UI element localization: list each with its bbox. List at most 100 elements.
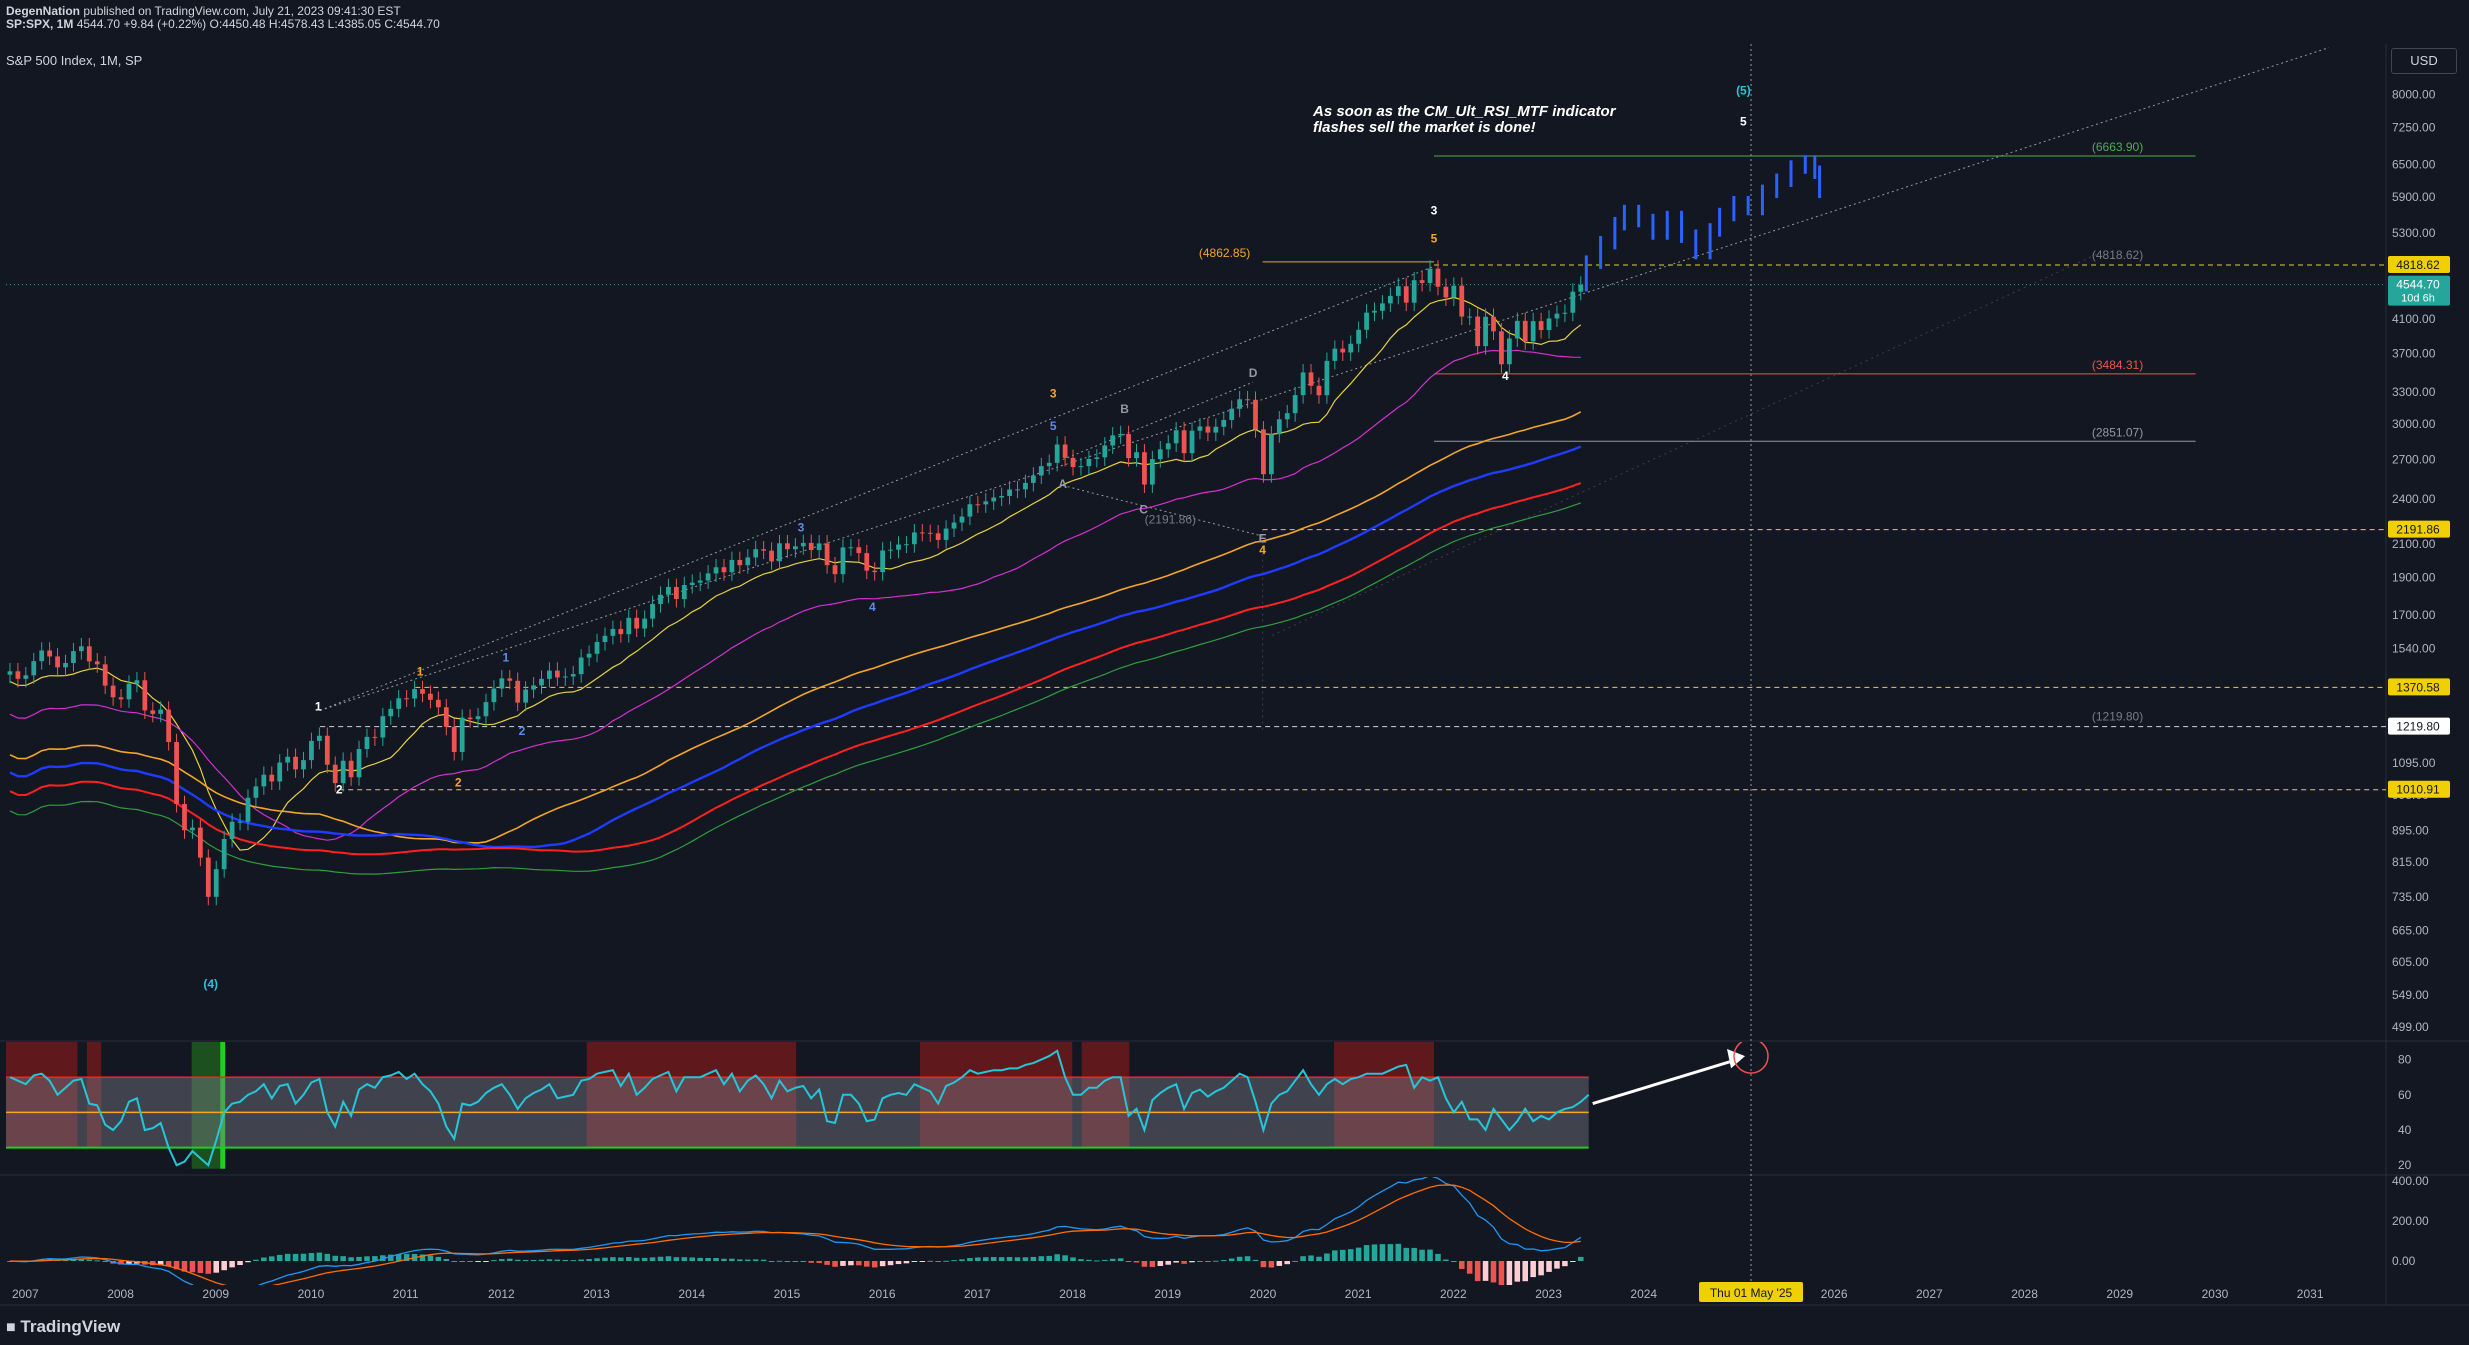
publish-info: published on TradingView.com, July 21, 2… [83, 4, 401, 18]
macd-histogram-bar [1070, 1257, 1076, 1261]
price-tag: 1370.58 [2388, 678, 2450, 696]
macd-histogram-bar [276, 1254, 283, 1261]
candle-body [86, 646, 92, 662]
wave-label: 2 [519, 724, 526, 738]
macd-histogram-bar [903, 1261, 910, 1264]
candle-body [761, 549, 767, 551]
time-tick-label: 2023 [1535, 1287, 1562, 1301]
candle-body [1427, 268, 1433, 283]
time-tick-label: 2024 [1630, 1287, 1657, 1301]
currency-button[interactable]: USD [2391, 48, 2457, 74]
macd-histogram-bar [681, 1257, 688, 1261]
candle-body [134, 680, 140, 684]
macd-histogram-bar [1292, 1260, 1298, 1262]
level-label: (4862.85) [1199, 246, 1250, 260]
time-tick-label: 2022 [1440, 1287, 1467, 1301]
macd-histogram-bar [173, 1261, 180, 1270]
time-tick-label: 2008 [107, 1287, 134, 1301]
candle-body [158, 709, 164, 714]
candle-body [634, 617, 640, 629]
macd-histogram-bar [1236, 1256, 1243, 1261]
candle-body [697, 580, 703, 583]
lower-trendline [1271, 252, 2101, 636]
macd-line [9, 1177, 1582, 1285]
rsi-pane[interactable] [6, 1039, 1769, 1169]
macd-histogram-bar [1316, 1256, 1322, 1261]
macd-histogram-bar [1038, 1256, 1045, 1261]
macd-histogram-bar [1332, 1250, 1338, 1261]
price-tick-label: 895.00 [2392, 824, 2429, 838]
macd-histogram-bar [1252, 1259, 1259, 1261]
macd-histogram-bar [245, 1261, 251, 1263]
annotations: As soon as the CM_Ult_RSI_MTF indicatorf… [1312, 103, 1617, 136]
candle-body [515, 680, 521, 703]
macd-histogram-bar [641, 1257, 648, 1261]
candle-body [721, 567, 727, 573]
candle-body [380, 716, 386, 738]
wave-label: 2 [455, 776, 462, 790]
moving-average-line [9, 482, 1582, 856]
candle-body [1348, 343, 1354, 353]
brand-logo[interactable]: ■ TradingView [6, 1317, 120, 1337]
macd-histogram-bar [1244, 1256, 1251, 1261]
macd-histogram-bar [356, 1256, 362, 1261]
macd-histogram-bar [522, 1259, 529, 1261]
macd-histogram-bar [1284, 1261, 1291, 1265]
candle-body [301, 760, 306, 770]
candle-body [78, 646, 84, 652]
macd-histogram-bar [506, 1258, 513, 1261]
macd-histogram-bar [1165, 1261, 1172, 1265]
triangle-line [1062, 381, 1254, 461]
macd-histogram-bar [102, 1261, 108, 1262]
candle-body [1324, 360, 1330, 396]
macd-histogram-bar [927, 1260, 934, 1262]
main-pane[interactable]: (6663.90) (4818.62) (3484.31) (2851.07) (121… [6, 47, 2386, 992]
candle-body [1062, 444, 1068, 458]
overbought-zone [919, 1042, 1073, 1148]
macd-histogram-bar [1197, 1261, 1203, 1262]
candle-body [94, 661, 100, 665]
macd-histogram-bar [475, 1261, 481, 1262]
candle-body [396, 698, 402, 709]
candle-body [983, 501, 989, 505]
macd-histogram-bar [760, 1259, 767, 1261]
candle-body [737, 559, 743, 566]
candle-body [356, 749, 362, 778]
wave-label: 5 [1740, 114, 1747, 128]
candle-body [1276, 419, 1282, 435]
macd-histogram-bar [848, 1261, 854, 1266]
candle-body [285, 756, 291, 763]
wave-label: 3 [1050, 386, 1057, 400]
low-value: L:4385.05 [327, 17, 382, 31]
macd-histogram-bar [665, 1256, 672, 1261]
price-tick-label: 605.00 [2392, 955, 2429, 969]
candle-body [1570, 291, 1576, 313]
candle-body [539, 678, 544, 686]
high-value: H:4578.43 [268, 17, 325, 31]
candle-body [666, 587, 671, 595]
candle-body [1395, 286, 1401, 296]
price-tag: 2191.86 [2388, 520, 2450, 538]
price-axis[interactable]: 8800.008000.007250.006500.005900.005300.… [2388, 56, 2450, 1268]
macd-pane[interactable] [7, 1176, 1584, 1295]
price-tick-label: 2100.00 [2392, 537, 2436, 551]
candle-body [1142, 452, 1147, 485]
candle-body [205, 857, 211, 897]
candle-body [1316, 385, 1322, 396]
time-axis[interactable]: 2007 2008 2009 2010 2011 2012 2013 2014 2015 2016… [12, 1282, 2324, 1302]
chart-background [0, 44, 2469, 1306]
macd-histogram-bar [943, 1260, 949, 1262]
candle-body [221, 839, 227, 870]
candle-body [999, 495, 1005, 498]
macd-histogram-bar [657, 1256, 664, 1261]
macd-histogram-bar [253, 1259, 259, 1261]
level-label: (2851.07) [2092, 425, 2143, 439]
candle-body [1506, 338, 1512, 365]
candle-body [324, 735, 330, 765]
candle-body [848, 547, 854, 549]
macd-histogram-bar [911, 1261, 918, 1262]
candle-body [316, 735, 322, 741]
candle-body [435, 699, 441, 708]
candle-body [1086, 458, 1092, 467]
